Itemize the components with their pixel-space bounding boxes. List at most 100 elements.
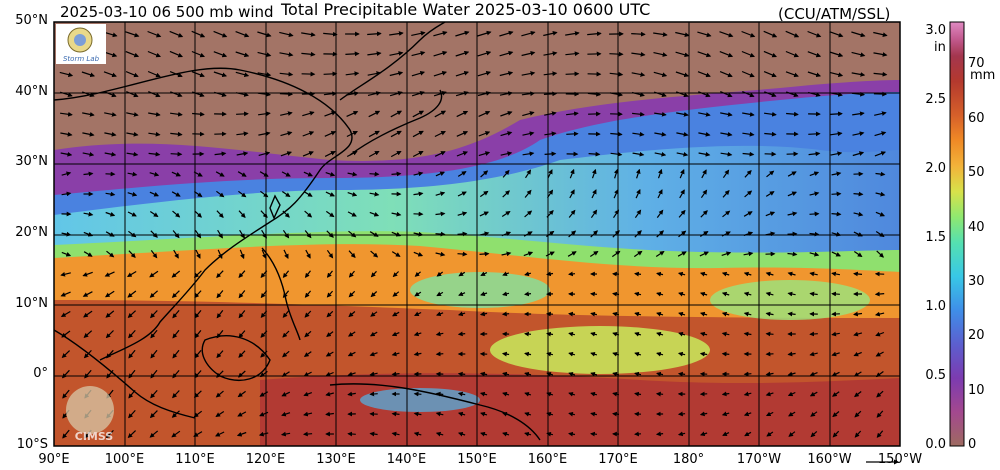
wind-arrow xyxy=(280,111,293,116)
colorbar-mm-tick: 30 xyxy=(968,273,985,289)
wind-arrow xyxy=(435,391,444,397)
wind-arrow xyxy=(171,270,181,278)
wind-arrow xyxy=(568,371,576,377)
wind-arrow xyxy=(172,370,180,379)
wind-arrow xyxy=(150,369,158,379)
wind-arrow xyxy=(744,190,753,198)
wind-arrow xyxy=(257,91,272,97)
wind-arrow xyxy=(193,390,202,398)
lat-label: 20°N xyxy=(15,225,48,240)
wind-arrow xyxy=(367,51,382,56)
wind-arrow xyxy=(656,209,664,218)
wind-layer-label: 2025-03-10 06 500 mb wind xyxy=(60,3,274,21)
wind-arrow xyxy=(194,370,202,379)
wind-arrow xyxy=(832,411,840,418)
wind-arrow xyxy=(193,410,203,418)
wind-arrow xyxy=(763,50,777,58)
wind-arrow xyxy=(457,171,467,177)
wind-arrow xyxy=(104,290,115,298)
svg-text:Storm Lab: Storm Lab xyxy=(63,55,100,63)
wind-arrow xyxy=(348,230,357,238)
wind-arrow xyxy=(480,411,488,417)
wind-arrow xyxy=(456,131,469,137)
wind-arrow xyxy=(765,311,774,317)
wind-arrow xyxy=(369,351,378,357)
colorbar-inch-tick: 2.5 xyxy=(925,91,946,107)
wind-arrow xyxy=(280,431,291,437)
wind-arrow xyxy=(260,290,268,299)
wind-arrow xyxy=(874,131,887,137)
wind-arrow xyxy=(370,291,378,298)
wind-arrow xyxy=(172,210,181,218)
wind-arrow xyxy=(698,91,711,98)
wind-arrow xyxy=(656,311,664,317)
wind-arrow xyxy=(326,249,334,259)
wind-arrow xyxy=(521,30,536,37)
wind-arrow xyxy=(367,91,381,96)
wind-arrow xyxy=(105,330,114,339)
wind-arrow xyxy=(524,351,532,357)
wind-arrow xyxy=(433,91,447,97)
wind-arrow xyxy=(568,391,576,397)
wind-arrow xyxy=(238,330,246,339)
wind-arrow xyxy=(656,351,664,357)
wind-arrow xyxy=(612,351,620,357)
wind-arrow xyxy=(82,151,95,157)
wind-arrow xyxy=(436,271,444,277)
wind-arrow xyxy=(676,132,689,137)
wind-arrow xyxy=(238,290,246,299)
wind-arrow xyxy=(590,431,598,437)
wind-arrow xyxy=(169,30,184,38)
wind-arrow xyxy=(61,369,70,379)
wind-arrow xyxy=(83,211,94,217)
wind-arrow xyxy=(257,31,272,38)
green-patch-1 xyxy=(490,326,710,374)
wind-arrow xyxy=(677,251,687,257)
wind-arrow xyxy=(634,371,642,377)
wind-arrow xyxy=(191,30,206,38)
wind-arrow xyxy=(171,191,181,197)
wind-arrow xyxy=(302,431,313,437)
wind-arrow xyxy=(217,249,223,259)
wind-arrow xyxy=(524,411,532,417)
wind-arrow xyxy=(104,91,117,98)
wind-arrow xyxy=(435,431,444,437)
wind-arrow xyxy=(215,390,224,398)
wind-arrow xyxy=(722,431,730,436)
wind-arrow xyxy=(149,270,159,278)
wind-arrow xyxy=(147,30,162,38)
wind-arrow xyxy=(809,391,818,397)
wind-arrow xyxy=(874,151,886,157)
wind-arrow xyxy=(743,211,753,217)
wind-arrow xyxy=(854,410,862,418)
wind-arrow xyxy=(258,431,269,437)
wind-arrow xyxy=(61,171,72,177)
wind-arrow xyxy=(238,270,246,279)
wind-arrow xyxy=(875,351,884,357)
wind-arrow xyxy=(721,351,730,357)
wind-arrow xyxy=(699,331,708,337)
wind-arrow xyxy=(609,71,624,77)
wind-arrow xyxy=(873,31,888,38)
wind-arrow xyxy=(147,50,161,58)
wind-arrow xyxy=(544,111,557,116)
wind-arrow xyxy=(106,369,114,379)
wind-arrow xyxy=(477,50,492,57)
wind-arrow xyxy=(809,211,820,217)
wind-arrow xyxy=(260,270,268,279)
wind-arrow xyxy=(613,209,620,219)
wind-arrow xyxy=(544,131,557,137)
wind-arrow xyxy=(635,189,641,199)
wind-arrow xyxy=(590,291,598,297)
wind-arrow xyxy=(677,371,686,377)
wind-arrow xyxy=(851,51,866,57)
wind-arrow xyxy=(105,231,115,237)
wind-arrow xyxy=(195,249,201,259)
wind-arrow xyxy=(721,251,732,257)
wind-arrow xyxy=(61,251,72,257)
wind-arrow xyxy=(305,249,311,259)
wind-arrow xyxy=(480,291,488,297)
wind-arrow xyxy=(765,391,774,397)
wind-arrow xyxy=(304,330,312,338)
wind-arrow xyxy=(741,50,755,58)
